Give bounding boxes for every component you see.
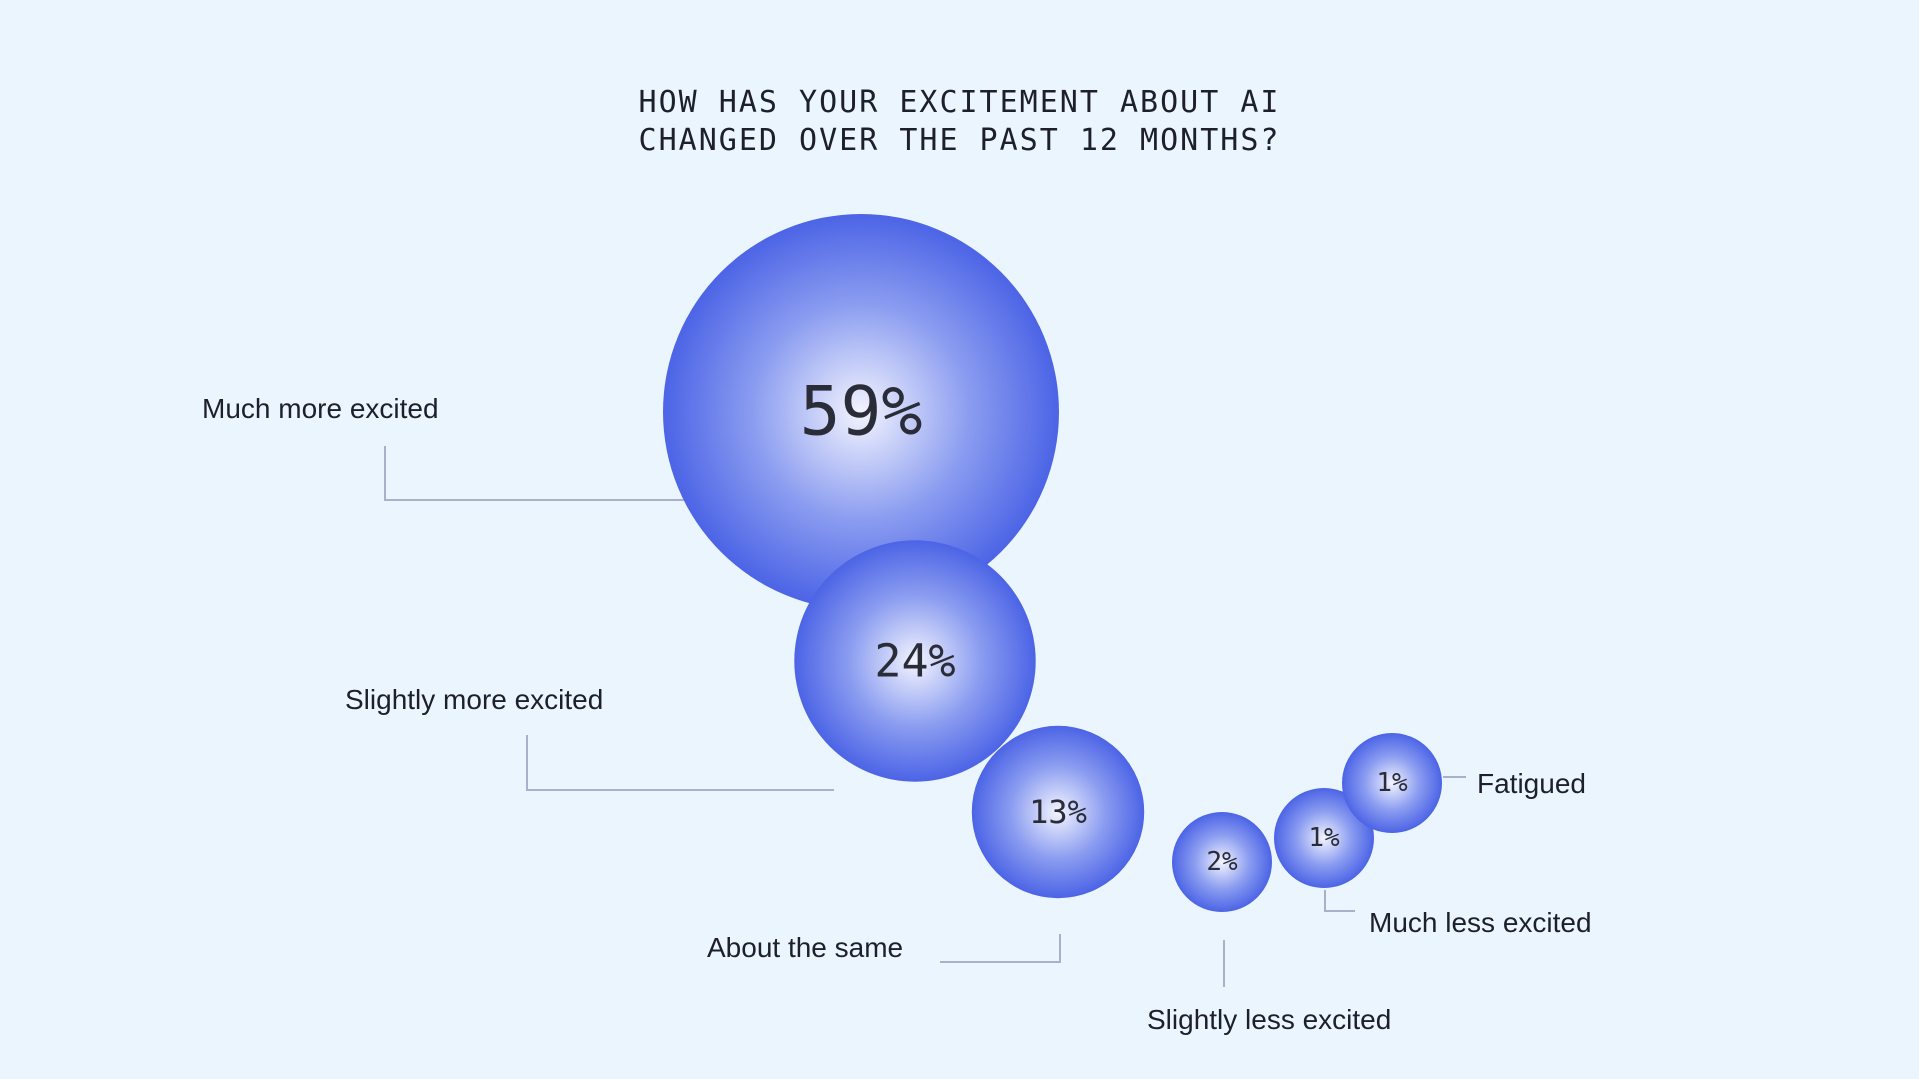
leader-line-much-more-excited [384,446,690,501]
value-label-fatigued: 1% [1376,768,1408,798]
value-label-slightly-less-excited: 2% [1206,847,1238,877]
chart-title-line-2: CHANGED OVER THE PAST 12 MONTHS? [638,123,1281,158]
bubbles: 59% 24% 13% 2% 1% 1% [663,214,1442,912]
leader-line-much-less-excited [1324,890,1355,912]
category-label-much-more-excited: Much more excited [202,393,439,424]
category-labels: Much more excited Slightly more excited Ab… [202,393,1592,1035]
value-label-about-the-same: 13% [1029,793,1087,831]
value-label-slightly-more-excited: 24% [874,635,955,688]
chart-title: HOW HAS YOUR EXCITEMENT ABOUT AI CHANGED… [0,84,1919,160]
bubble-much-more-excited [663,214,1059,610]
value-label-much-less-excited: 1% [1308,823,1340,853]
value-label-much-more-excited: 59% [800,373,923,452]
leader-lines [384,446,1466,987]
chart-title-line-1: HOW HAS YOUR EXCITEMENT ABOUT AI [638,85,1281,120]
category-label-slightly-more-excited: Slightly more excited [345,684,603,715]
leader-line-slightly-more-excited [526,735,834,791]
category-label-much-less-excited: Much less excited [1369,907,1592,938]
bubble-about-the-same [971,725,1145,899]
leader-line-about-the-same [940,934,1061,963]
bubble-fatigued [1342,733,1442,833]
bubble-slightly-less-excited [1172,812,1272,912]
category-label-about-the-same: About the same [707,932,903,963]
category-label-fatigued: Fatigued [1477,768,1586,799]
bubble-much-less-excited [1274,788,1374,888]
category-label-slightly-less-excited: Slightly less excited [1147,1004,1391,1035]
bubble-slightly-more-excited [794,540,1036,782]
